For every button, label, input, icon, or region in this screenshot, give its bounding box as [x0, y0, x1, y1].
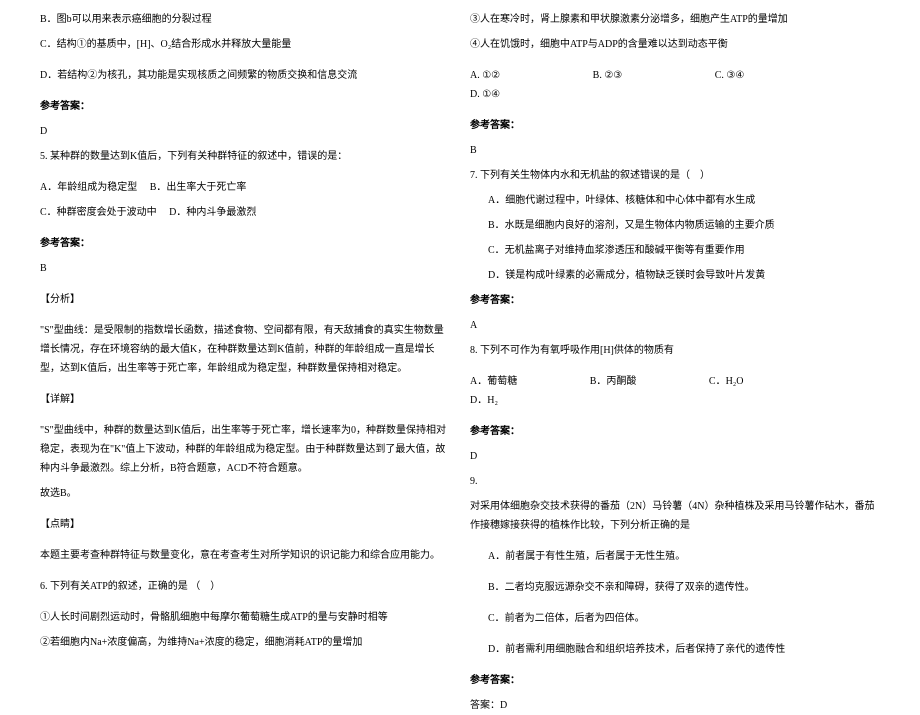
q6-opt-b: B. ②③: [593, 66, 623, 85]
answer-9: 答案：D: [470, 696, 880, 715]
reference-answer-label-5: 参考答案：: [470, 422, 880, 441]
q8-options: A．葡萄糖 B．丙酮酸 C．H₂O D．H₂: [470, 372, 880, 410]
q7-opt-b: B．水既是细胞内良好的溶剂，又是生物体内物质运输的主要介质: [470, 216, 880, 235]
q6-opt-c: C. ③④: [715, 66, 745, 85]
question-8: 8. 下列不可作为有氧呼吸作用[H]供体的物质有: [470, 341, 880, 360]
tip-label: 【点睛】: [40, 515, 450, 534]
answer-7: A: [470, 316, 880, 335]
q6-opt-d: D. ①④: [470, 85, 500, 104]
option-d: D．若结构②为核孔，其功能是实现核质之间频繁的物质交换和信息交流: [40, 66, 450, 85]
q6-options: A. ①② B. ②③ C. ③④ D. ①④: [470, 66, 880, 104]
question-5: 5. 某种群的数量达到K值后，下列有关种群特征的叙述中，错误的是：: [40, 147, 450, 166]
q5-opt-c: C．种群密度会处于波动中: [40, 207, 157, 218]
q7-opt-c: C．无机盐离子对维持血浆渗透压和酸碱平衡等有重要作用: [470, 241, 880, 260]
reference-answer-label-3: 参考答案：: [470, 116, 880, 135]
question-9-num: 9.: [470, 472, 880, 491]
answer-d: D: [40, 122, 450, 141]
answer-b: B: [40, 259, 450, 278]
tip-text: 本题主要考查种群特征与数量变化，意在考查考生对所学知识的识记能力和综合应用能力。: [40, 546, 450, 565]
answer-6: B: [470, 141, 880, 160]
q5-options-row1: A．年龄组成为稳定型 B．出生率大于死亡率: [40, 178, 450, 197]
detail-text: "S"型曲线中，种群的数量达到K值后，出生率等于死亡率，增长速率为0，种群数量保…: [40, 421, 450, 478]
q6-item-1: ①人长时间剧烈运动时，骨骼肌细胞中每摩尔葡萄糖生成ATP的量与安静时相等: [40, 608, 450, 627]
select-b: 故选B。: [40, 484, 450, 503]
analysis-label: 【分析】: [40, 290, 450, 309]
question-9-text: 对采用体细胞杂交技术获得的番茄（2N）马铃薯（4N）杂种植株及采用马铃薯作砧木，…: [470, 497, 880, 535]
reference-answer-label-4: 参考答案：: [470, 291, 880, 310]
reference-answer-label-2: 参考答案：: [40, 234, 450, 253]
left-column: B．图b可以用来表示癌细胞的分裂过程 C．结构①的基质中，[H]、O₂结合形成水…: [30, 10, 460, 641]
reference-answer-label: 参考答案：: [40, 97, 450, 116]
right-column: ③人在寒冷时，肾上腺素和甲状腺激素分泌增多，细胞产生ATP的量增加 ④人在饥饿时…: [460, 10, 890, 641]
q6-item-2: ②若细胞内Na+浓度偏高，为维持Na+浓度的稳定，细胞消耗ATP的量增加: [40, 633, 450, 652]
q9-opt-d: D．前者需利用细胞融合和组织培养技术，后者保持了亲代的遗传性: [470, 640, 880, 659]
detail-label: 【详解】: [40, 390, 450, 409]
option-b: B．图b可以用来表示癌细胞的分裂过程: [40, 10, 450, 29]
q6-opt-a: A. ①②: [470, 66, 500, 85]
q6-item-4: ④人在饥饿时，细胞中ATP与ADP的含量难以达到动态平衡: [470, 35, 880, 54]
q8-opt-c: C．H₂O: [709, 372, 744, 391]
q7-opt-a: A．细胞代谢过程中，叶绿体、核糖体和中心体中都有水生成: [470, 191, 880, 210]
q8-opt-b: B．丙酮酸: [590, 372, 637, 391]
q5-opt-d: D．种内斗争最激烈: [169, 207, 256, 218]
q5-opt-a: A．年龄组成为稳定型: [40, 182, 137, 193]
q8-opt-a: A．葡萄糖: [470, 372, 517, 391]
q8-opt-d: D．H₂: [470, 391, 498, 410]
q5-opt-b: B．出生率大于死亡率: [150, 182, 247, 193]
q5-options-row2: C．种群密度会处于波动中 D．种内斗争最激烈: [40, 203, 450, 222]
answer-8: D: [470, 447, 880, 466]
q7-opt-d: D．镁是构成叶绿素的必需成分，植物缺乏镁时会导致叶片发黄: [470, 266, 880, 285]
q9-opt-c: C．前者为二倍体，后者为四倍体。: [470, 609, 880, 628]
question-7: 7. 下列有关生物体内水和无机盐的叙述错误的是（ ）: [470, 166, 880, 185]
question-6: 6. 下列有关ATP的叙述，正确的是 （ ）: [40, 577, 450, 596]
q9-opt-b: B．二者均克服远源杂交不亲和障碍，获得了双亲的遗传性。: [470, 578, 880, 597]
q9-opt-a: A．前者属于有性生殖，后者属于无性生殖。: [470, 547, 880, 566]
reference-answer-label-6: 参考答案：: [470, 671, 880, 690]
analysis-text: "S"型曲线：是受限制的指数增长函数，描述食物、空间都有限，有天敌捕食的真实生物…: [40, 321, 450, 378]
q6-item-3: ③人在寒冷时，肾上腺素和甲状腺激素分泌增多，细胞产生ATP的量增加: [470, 10, 880, 29]
option-c: C．结构①的基质中，[H]、O₂结合形成水并释放大量能量: [40, 35, 450, 54]
